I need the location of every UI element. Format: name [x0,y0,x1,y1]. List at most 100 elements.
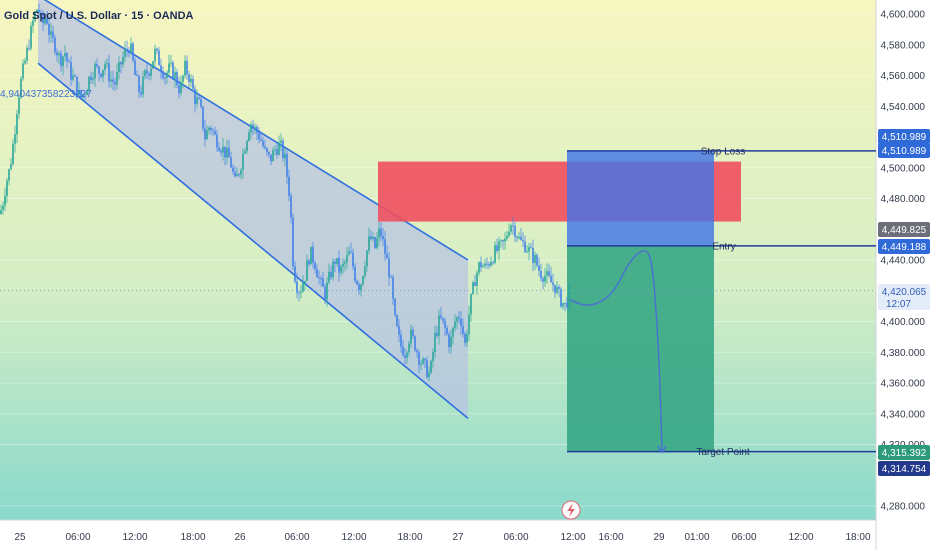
channel-lower-line[interactable] [37,62,469,419]
candle-body [546,271,548,276]
price-tick-label: 4,500.000 [881,163,926,174]
candle-body [554,284,556,293]
candle-body [126,48,128,51]
candle-body [474,282,476,286]
candle-body [370,236,372,240]
candle-body [258,132,260,140]
candle-body [174,72,176,79]
candle-body [26,47,28,61]
projection-path[interactable] [569,250,663,453]
price-badge-value: 4,510.989 [882,132,927,143]
candle-body [278,142,280,155]
candle-body [530,247,532,249]
candle-body [180,81,182,94]
target-point-label: Target Point [696,447,750,458]
candle-body [362,276,364,285]
time-tick-label: 27 [452,532,464,543]
candle-body [272,150,274,162]
candle-body [92,78,94,80]
candle-body [398,326,400,335]
candle-body [472,282,474,294]
candle-body [560,288,562,307]
entry-label: Entry [712,241,735,252]
candle-body [230,157,232,168]
candle-body [212,130,214,132]
candle-body [466,334,468,343]
candle-body [270,154,272,162]
price-badge-value: 4,420.065 [882,287,927,298]
candle-body [50,31,52,35]
candle-body [492,262,494,264]
candle-body [220,150,222,153]
stop-loss-label: Stop Loss [701,146,745,157]
candle-body [494,245,496,263]
candle-body [438,315,440,336]
candle-body [24,60,26,64]
price-badge [878,222,930,237]
price-badge-value: 4,449.825 [882,225,927,236]
candle-body [188,74,190,83]
candle-body [66,53,68,61]
candle-body [334,261,336,264]
candle-body [58,53,60,56]
candle-body [452,327,454,337]
candle-body [284,153,286,159]
candle-body [250,124,252,133]
candle-body [422,358,424,364]
candle-body [516,236,518,239]
candle-body [346,254,348,263]
candle-body [168,63,170,73]
candle-body [22,63,24,79]
candle-body [154,48,156,62]
candle-body [134,60,136,76]
candle-body [142,76,144,95]
candle-body [194,88,196,105]
candle-body [292,217,294,267]
candle-body [56,52,58,56]
candle-body [504,238,506,242]
time-tick-label: 25 [14,532,26,543]
take-profit-zone[interactable] [567,245,714,452]
candle-body [424,358,426,361]
candle-body [192,78,194,89]
candle-body [234,171,236,177]
candle-body [338,258,340,273]
candle-body [436,332,438,336]
candle-body [296,281,298,293]
price-tick-label: 4,540.000 [881,102,926,113]
candle-body [118,62,120,73]
candle-body [386,253,388,259]
stop-loss-zone[interactable] [567,150,714,246]
candle-body [400,334,402,347]
candle-body [406,352,408,358]
lightning-icon[interactable] [561,500,581,520]
candle-body [128,50,130,54]
candle-body [216,134,218,148]
candle-body [360,284,362,291]
candle-body [448,334,450,348]
candle-body [366,250,368,267]
price-badge [878,461,930,476]
projection-arrowhead [657,445,667,454]
price-badge [878,284,930,310]
candle-body [536,255,538,266]
candle-body [0,209,2,214]
price-tick-label: 4,340.000 [881,409,926,420]
candle-body [100,73,102,77]
price-tick-label: 4,580.000 [881,40,926,51]
candle-body [28,47,30,49]
candle-body [276,149,278,155]
candle-body [380,228,382,237]
candle-body [116,72,118,85]
candle-body [42,14,44,24]
candle-body [290,195,292,218]
candle-body [552,282,554,285]
indicator-value-overlay: 4,940437358223227 [0,89,92,100]
candle-body [446,327,448,335]
candle-body [374,237,376,248]
price-tick-label: 4,440.000 [881,256,926,267]
candle-body [314,262,316,269]
candle-body [550,275,552,283]
candle-body [62,56,64,67]
